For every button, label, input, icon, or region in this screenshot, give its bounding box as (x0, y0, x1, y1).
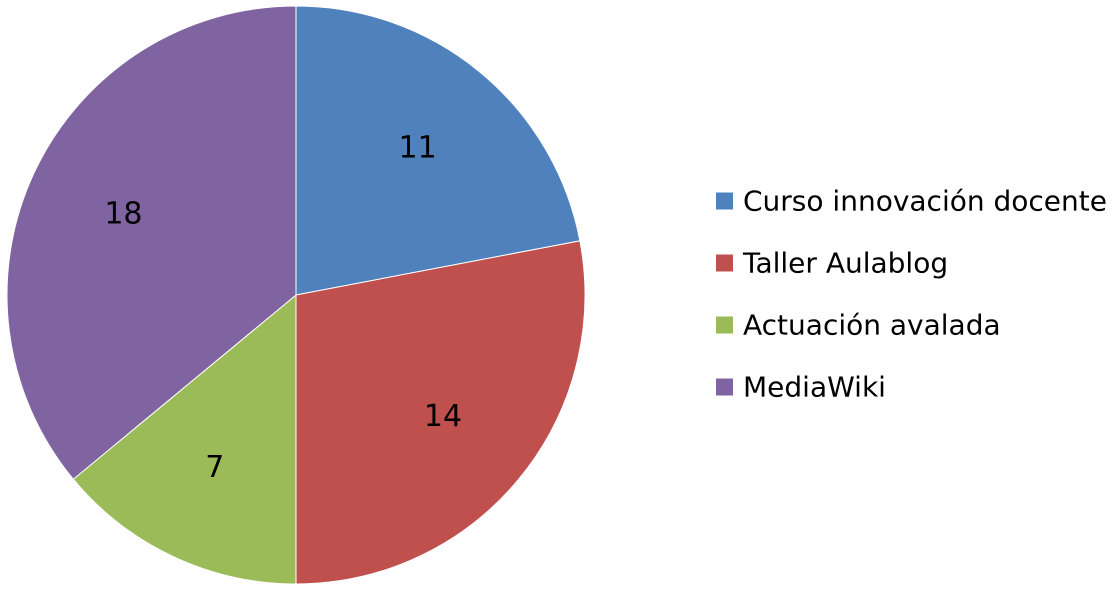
pie-slice-curso-innovacion-docente (295, 5, 581, 296)
legend-swatch (716, 254, 733, 272)
legend: Curso innovación docente Taller Aulablog A… (716, 185, 1107, 404)
legend-label: Actuación avalada (743, 309, 1001, 342)
legend-entry-curso-innovacion-docente: Curso innovación docente (716, 185, 1107, 218)
legend-entry-actuacion-avalada: Actuación avalada (716, 309, 1001, 342)
legend-swatch (716, 316, 733, 334)
pie-slice-taller-aulablog (295, 240, 586, 585)
pie-data-labels: 11 14 7 18 (104, 131, 462, 486)
pie-slice-actuacion-avalada (72, 293, 297, 585)
pie-slice-mediawiki (6, 5, 297, 480)
legend-entry-mediawiki: MediaWiki (716, 371, 886, 404)
legend-label: Curso innovación docente (743, 185, 1107, 218)
legend-swatch (716, 378, 733, 396)
legend-label: Taller Aulablog (742, 247, 948, 280)
pie-slices (6, 5, 586, 585)
legend-swatch (716, 192, 733, 210)
data-label-mediawiki: 18 (104, 196, 142, 231)
legend-entry-taller-aulablog: Taller Aulablog (716, 247, 948, 280)
data-label-actuacion-avalada: 7 (205, 450, 224, 485)
data-label-curso-innovacion-docente: 11 (398, 131, 436, 166)
legend-label: MediaWiki (743, 371, 886, 404)
data-label-taller-aulablog: 14 (424, 399, 462, 434)
